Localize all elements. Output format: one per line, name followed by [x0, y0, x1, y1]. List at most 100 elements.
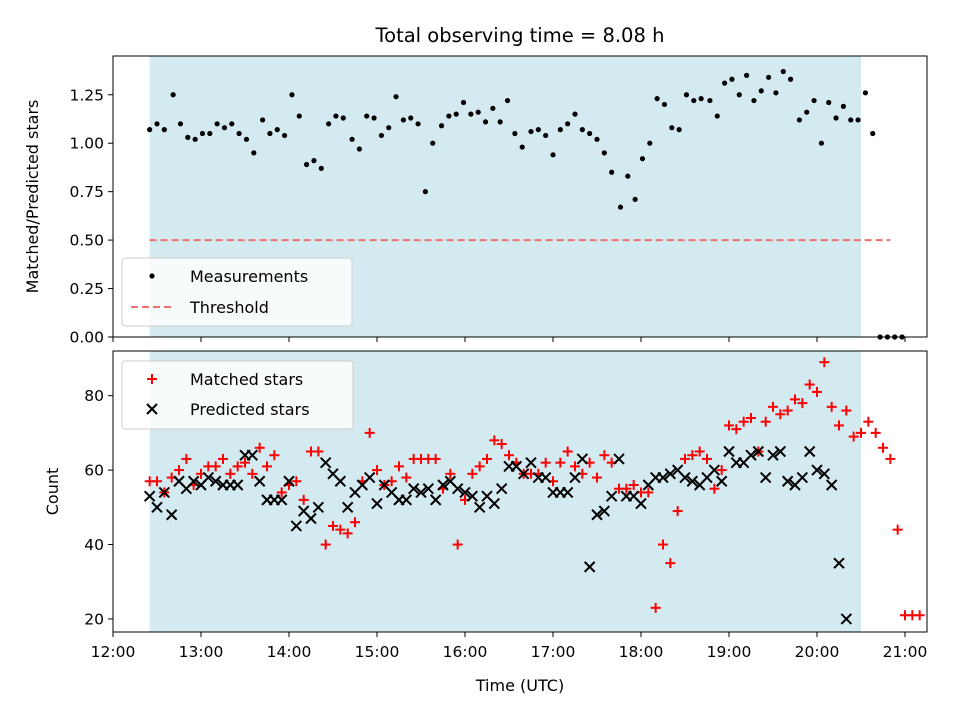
matched-point [350, 517, 360, 528]
predicted-point [209, 475, 222, 487]
measurement-point [826, 99, 832, 106]
y-tick-label: 0.75 [69, 183, 104, 201]
x-tick-label: 12:00 [91, 643, 136, 661]
cross-stroke [767, 449, 779, 461]
predicted-point [283, 475, 295, 487]
cross-stroke [657, 471, 669, 484]
x-axis-label: Time (UTC) [475, 676, 564, 695]
cross-stroke [591, 509, 603, 521]
predicted-point [745, 449, 757, 461]
y-tick-label: 60 [84, 462, 104, 480]
cross-stroke [312, 501, 325, 514]
matched-point [856, 427, 866, 438]
predicted-point [488, 497, 501, 510]
cross-stroke [209, 475, 222, 487]
predicted-point [231, 479, 244, 491]
measurement-point [161, 127, 167, 133]
cross-stroke [576, 453, 589, 465]
measurement-point [386, 125, 392, 131]
legend-label-threshold: Threshold [189, 298, 269, 317]
measurement-point [177, 121, 184, 127]
matched-point [716, 465, 727, 476]
predicted-point [451, 483, 464, 495]
measurement-point [340, 115, 346, 121]
measurement-point [788, 76, 794, 82]
measurement-point [862, 90, 869, 96]
measurement-point [214, 121, 220, 127]
matched-point [262, 461, 272, 472]
measurement-point [497, 119, 503, 125]
cross-stroke [664, 468, 677, 480]
matched-point [709, 483, 720, 494]
predicted-point [158, 486, 171, 499]
bottom-axes-frame [112, 350, 928, 633]
cross-stroke [290, 520, 303, 532]
cross-stroke [539, 471, 552, 484]
cross-stroke [671, 464, 684, 476]
predicted-point [803, 445, 816, 458]
measurement-point [393, 94, 399, 100]
matched-point [298, 494, 309, 505]
cross-stroke [613, 453, 625, 465]
cross-stroke [187, 475, 200, 487]
cross-stroke [151, 501, 163, 514]
predicted-point [781, 475, 794, 487]
matched-point [863, 416, 874, 427]
matched-point [760, 416, 771, 427]
legend-plus [147, 374, 157, 384]
cross-stroke [371, 497, 383, 510]
measurement-point [356, 146, 362, 152]
predicted-point [495, 483, 508, 495]
measurement-point [170, 92, 176, 98]
matched-point [680, 453, 690, 464]
matched-point [797, 398, 808, 409]
cross-stroke [598, 505, 611, 517]
bottom-legend-box [121, 360, 354, 430]
measurement-point [698, 96, 704, 102]
cross-stroke [231, 479, 244, 491]
measurement-point [364, 113, 370, 119]
bottom-x-ticks: 12:00 13:00 14:00 15:00 16:00 17:00 18:00 19:00… [91, 632, 927, 661]
cross-stroke [422, 483, 435, 495]
matched-point [482, 453, 492, 464]
predicted-point [605, 490, 618, 502]
predicted-point [598, 505, 611, 517]
measurement-point [676, 127, 682, 133]
matched-point [702, 453, 712, 464]
measurement-point [326, 121, 332, 127]
predicted-point [613, 453, 625, 465]
matched-point [320, 539, 331, 550]
predicted-point [459, 486, 471, 499]
cross-stroke [158, 486, 171, 499]
measurement-point [460, 99, 467, 106]
predicted-point [151, 501, 163, 514]
y-tick-label: 0.50 [69, 232, 104, 250]
matched-point [870, 427, 881, 438]
y-tick-label: 1.25 [69, 86, 104, 104]
measurement-point [617, 204, 624, 210]
measurement-point [318, 165, 324, 171]
cross-stroke [363, 471, 376, 484]
measurement-point [669, 125, 675, 131]
predicted-point [517, 468, 530, 480]
matched-point [841, 405, 852, 416]
cross-stroke [605, 490, 618, 502]
cross-stroke [561, 486, 574, 499]
measurement-point [274, 127, 280, 133]
measurement-point [587, 130, 593, 137]
measurement-point [565, 121, 571, 127]
x-tick-label: 16:00 [443, 643, 488, 661]
matched-point [650, 602, 661, 613]
measurement-point [422, 189, 428, 195]
matched-point [570, 461, 580, 472]
predicted-point [708, 464, 721, 476]
cross-stroke [833, 557, 845, 569]
measurement-point [251, 150, 257, 156]
predicted-point [275, 494, 288, 506]
measurement-point [400, 117, 406, 123]
measurement-point [773, 90, 779, 96]
predicted-point [319, 456, 332, 469]
matched-point [152, 476, 162, 487]
matched-point [790, 394, 800, 405]
